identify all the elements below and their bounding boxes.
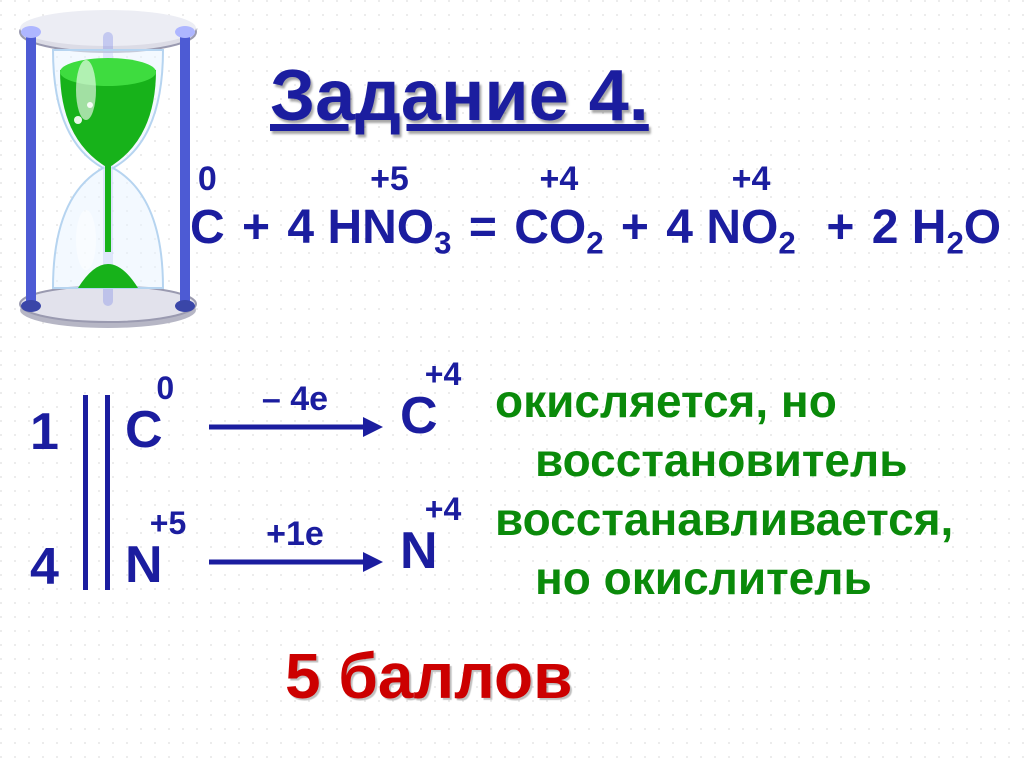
points-label: 5 баллов (285, 639, 572, 713)
chemical-equation: 0 C + 4 +5HNO3 = +4CO2 + 4 +4NO2 + 2 H2O (190, 200, 1001, 262)
slide-title: Задание 4. (270, 55, 649, 137)
reaction-description: окисляется, но восстановитель восстанавл… (495, 372, 953, 608)
hourglass-icon (8, 10, 208, 330)
